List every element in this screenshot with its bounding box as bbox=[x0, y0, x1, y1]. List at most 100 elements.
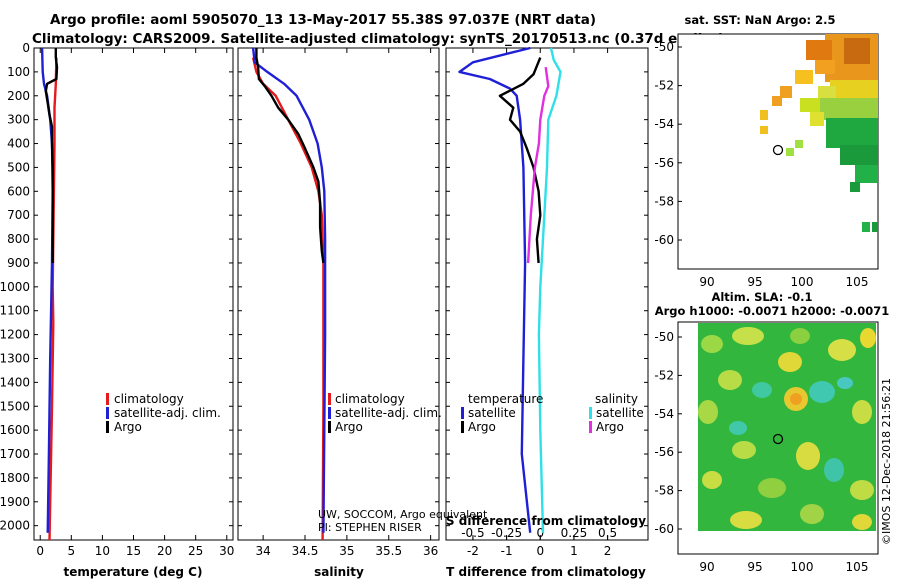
map-axis-ticks: 90 95 100 105 -50 -52 -54 -56 -58 -60 90 95 100 105 -5… bbox=[654, 40, 868, 574]
legend-label: Argo bbox=[335, 420, 363, 434]
map-lon-tick-label: 90 bbox=[699, 560, 714, 574]
depth-tick-label: 800 bbox=[7, 232, 30, 246]
map-lat-tick-label: -58 bbox=[654, 484, 674, 498]
legend-swatch-t-argo bbox=[461, 421, 464, 433]
x-tick-label: 0 bbox=[536, 544, 544, 558]
sla-patch bbox=[730, 511, 762, 529]
depth-tick-label: 600 bbox=[7, 184, 30, 198]
legend-swatch-climatology bbox=[106, 393, 109, 405]
sst-cell-warm bbox=[760, 126, 768, 134]
map-lat-tick-label: -54 bbox=[654, 117, 674, 131]
map-lat-tick-label: -60 bbox=[654, 522, 674, 536]
sla-patch bbox=[809, 381, 835, 403]
salinity-panel-frame bbox=[237, 47, 440, 541]
sla-patch bbox=[852, 514, 872, 530]
map-lat-tick-label: -52 bbox=[654, 79, 674, 93]
map-lat-tick-label: -60 bbox=[654, 233, 674, 247]
legend-label: satellite-adj. clim. bbox=[114, 406, 221, 420]
depth-tick-label: 0 bbox=[22, 41, 30, 55]
legend-label: climatology bbox=[114, 392, 184, 406]
sla-patch bbox=[732, 441, 756, 459]
legend-title-salinity: salinity bbox=[595, 392, 638, 406]
depth-tick-label: 500 bbox=[7, 160, 30, 174]
salinity-xlabel: salinity bbox=[314, 565, 364, 579]
sla-map-title-line1: Altim. SLA: -0.1 bbox=[711, 290, 812, 304]
imos-timestamp: ©IMOS 12-Dec-2018 21:56:21 bbox=[880, 378, 893, 545]
sst-cell-cold bbox=[850, 182, 860, 192]
sst-cell-cold bbox=[872, 222, 878, 232]
legend-swatch-argo bbox=[106, 421, 109, 433]
depth-tick-label: 1700 bbox=[0, 447, 30, 461]
x-tick-label: 30 bbox=[219, 544, 234, 558]
depth-tick-label: 1300 bbox=[0, 351, 30, 365]
legend-label: Argo bbox=[114, 420, 142, 434]
figure-title-line2: Climatology: CARS2009. Satellite-adjuste… bbox=[32, 31, 724, 47]
x-tick-label: 34.5 bbox=[292, 544, 319, 558]
x-tick-label: 35.5 bbox=[375, 544, 402, 558]
depth-tick-label: 1600 bbox=[0, 423, 30, 437]
s-diff-series-satellite bbox=[537, 47, 562, 533]
top-x-tick-label: 0.25 bbox=[561, 526, 588, 540]
x-tick-label: 1 bbox=[570, 544, 578, 558]
credit-line2: PI: STEPHEN RISER bbox=[318, 521, 422, 534]
map-lon-tick-label: 105 bbox=[846, 275, 869, 289]
sla-patch bbox=[796, 442, 820, 470]
sla-map bbox=[677, 321, 879, 555]
legend-label: satellite-adj. clim. bbox=[335, 406, 442, 420]
legend-swatch-t-satellite bbox=[461, 407, 464, 419]
sst-cell-cool bbox=[820, 98, 878, 120]
x-tick-label: 35 bbox=[339, 544, 354, 558]
difference-legend: temperature satellite Argo salinity sate… bbox=[461, 392, 644, 434]
legend-swatch-s-satellite bbox=[589, 407, 592, 419]
sst-cell-warm bbox=[760, 110, 768, 120]
sla-patch bbox=[800, 504, 824, 524]
depth-tick-label: 700 bbox=[7, 208, 30, 222]
sla-patch bbox=[837, 377, 853, 389]
x-tick-label: 15 bbox=[126, 544, 141, 558]
sst-cell-cold bbox=[855, 165, 878, 183]
depth-tick-label: 1800 bbox=[0, 471, 30, 485]
sla-patches bbox=[698, 327, 876, 530]
sst-cell-mid bbox=[810, 112, 824, 126]
sla-map-title-line2: Argo h1000: -0.0071 h2000: -0.0071 bbox=[655, 304, 890, 318]
temperature-series-argo bbox=[44, 48, 59, 263]
sla-patch bbox=[701, 335, 723, 353]
map-lon-tick-label: 100 bbox=[791, 275, 814, 289]
legend-swatch-s-argo bbox=[589, 421, 592, 433]
legend-title-temperature: temperature bbox=[468, 392, 543, 406]
sst-cell-cold bbox=[840, 145, 878, 165]
map-lon-tick-label: 105 bbox=[846, 560, 869, 574]
sla-patch bbox=[702, 471, 722, 489]
depth-tick-label: 1400 bbox=[0, 375, 30, 389]
t-diff-series-argo bbox=[498, 57, 542, 264]
map-lat-tick-label: -50 bbox=[654, 40, 674, 54]
sla-patch bbox=[860, 328, 876, 348]
sst-cell-mid bbox=[818, 86, 836, 98]
map-lon-tick-label: 95 bbox=[747, 560, 762, 574]
sla-patch bbox=[752, 382, 772, 398]
sst-cell-warm bbox=[772, 96, 782, 106]
temperature-panel-frame bbox=[33, 47, 234, 541]
figure-title-line1: Argo profile: aoml 5905070_13 13-May-201… bbox=[50, 12, 596, 28]
sst-map bbox=[677, 33, 879, 270]
sla-patch bbox=[824, 458, 844, 482]
sst-cell-warm bbox=[844, 38, 870, 64]
sla-patch bbox=[852, 400, 872, 424]
map-lat-tick-label: -52 bbox=[654, 368, 674, 382]
map-lat-tick-label: -56 bbox=[654, 445, 674, 459]
depth-tick-label: 1000 bbox=[0, 280, 30, 294]
series-layer bbox=[40, 46, 562, 541]
depth-tick-label: 900 bbox=[7, 256, 30, 270]
t-diff-series-satellite bbox=[458, 46, 532, 533]
sla-patch bbox=[732, 327, 764, 345]
sst-cell-cool bbox=[795, 140, 803, 148]
temperature-legend: climatology satellite-adj. clim. Argo bbox=[106, 392, 221, 434]
panel-ticks: 0 5 10 15 20 25 30 34 34.5 35 35.5 36 -2 -1 0 1 2 -0.5 -0.… bbox=[34, 47, 648, 558]
sst-cells bbox=[760, 34, 878, 232]
difference-panel-frame bbox=[445, 47, 649, 541]
sla-patch bbox=[850, 480, 874, 500]
salinity-legend: climatology satellite-adj. clim. Argo bbox=[328, 392, 442, 434]
sla-patch bbox=[698, 400, 718, 424]
x-tick-label: 10 bbox=[95, 544, 110, 558]
s-diff-series-argo bbox=[526, 66, 550, 264]
